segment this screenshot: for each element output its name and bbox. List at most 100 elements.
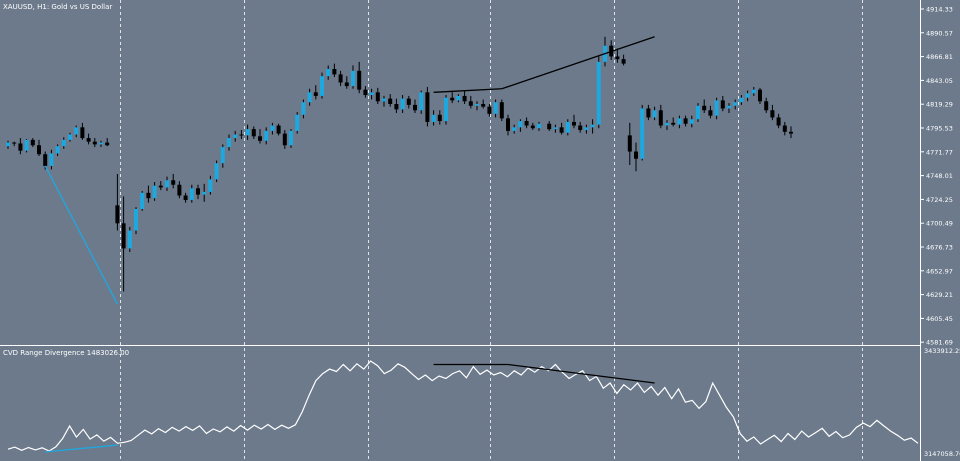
candle-body (782, 125, 787, 132)
candle (369, 88, 374, 100)
candle (475, 101, 479, 111)
candle-body (251, 129, 256, 137)
candle-body (183, 195, 188, 200)
candle-body (227, 138, 231, 148)
candle (86, 133, 91, 145)
candle (140, 191, 145, 211)
candle (751, 86, 756, 96)
candle (683, 115, 688, 127)
candle (413, 99, 417, 113)
candle-body (105, 142, 110, 146)
candle (739, 95, 744, 105)
candle (425, 86, 430, 127)
price-label: 4748.01 (926, 172, 953, 180)
cvd-line (7, 360, 919, 452)
candle (547, 121, 552, 131)
candle (301, 99, 306, 119)
candle (530, 122, 535, 131)
candle-body (431, 114, 436, 122)
candle-body (708, 110, 713, 116)
candle (24, 138, 29, 153)
candle (559, 122, 564, 135)
candle (444, 95, 448, 125)
candle-body (177, 184, 182, 196)
candle (227, 134, 231, 151)
candle (251, 126, 256, 139)
candle (572, 114, 576, 129)
candle-body (127, 230, 132, 249)
candle (158, 181, 163, 191)
candle (553, 124, 558, 133)
cvd-trend-lines[interactable] (45, 363, 655, 453)
candle-body (444, 97, 448, 122)
candle-body (425, 92, 430, 122)
candle-body (171, 180, 176, 185)
candle (400, 95, 405, 113)
candle (665, 120, 669, 131)
indicator-top-value: 3433912.25 (924, 347, 960, 355)
candle (382, 95, 386, 107)
candle (462, 90, 467, 104)
price-label: 4676.73 (926, 244, 953, 252)
candle (196, 184, 200, 200)
candle (578, 121, 583, 133)
candle-body (363, 89, 368, 96)
candle-body (683, 118, 688, 124)
candle-body (530, 125, 535, 129)
candle-body (615, 56, 620, 60)
candle-body (553, 127, 558, 130)
candle-body (751, 89, 756, 94)
cvd-indicator-plot (7, 360, 919, 452)
candle-body (276, 125, 281, 134)
candle (524, 117, 529, 129)
candle (74, 125, 79, 138)
candle-body (394, 103, 399, 110)
indicator-bottom-value: 3147058.76 (924, 450, 960, 458)
candle (708, 105, 713, 119)
candle-body (499, 102, 504, 119)
candle-body (152, 185, 157, 199)
candle-body (357, 70, 362, 90)
candle (590, 119, 595, 134)
candle-body (733, 102, 738, 106)
candle (689, 115, 694, 128)
cvd-divergence-line[interactable] (507, 363, 655, 384)
candle-body (264, 130, 269, 141)
candle-body (99, 142, 103, 145)
candle-body (745, 93, 750, 98)
price-divergence-line[interactable] (501, 36, 655, 90)
candle (68, 132, 72, 142)
candle-body (239, 134, 244, 136)
candle-body (301, 102, 306, 115)
candle (115, 173, 120, 231)
cvd-divergence-line[interactable] (45, 444, 118, 453)
candle (720, 95, 725, 112)
candle (506, 114, 510, 136)
candle-body (714, 100, 719, 116)
candle (320, 72, 324, 99)
candle-body (6, 142, 10, 147)
candle (727, 103, 731, 113)
candle (351, 65, 355, 89)
candle-body (559, 127, 564, 133)
candle (419, 90, 424, 114)
candle-body (282, 133, 287, 146)
candle (134, 207, 138, 235)
candle (603, 36, 607, 67)
candle (220, 144, 225, 168)
candle-body (720, 100, 725, 109)
price-divergence-line[interactable] (433, 88, 502, 93)
candle-body (158, 185, 163, 188)
candle-body (652, 110, 657, 118)
candle-body (245, 129, 250, 136)
candle-body (462, 95, 467, 102)
price-label: 4866.81 (926, 53, 953, 61)
price-divergence-line[interactable] (44, 165, 118, 305)
price-trend-lines[interactable] (44, 36, 655, 305)
candle-body (400, 98, 405, 110)
price-label: 4629.21 (926, 291, 953, 299)
candle-body (456, 95, 461, 101)
candle (537, 121, 541, 131)
